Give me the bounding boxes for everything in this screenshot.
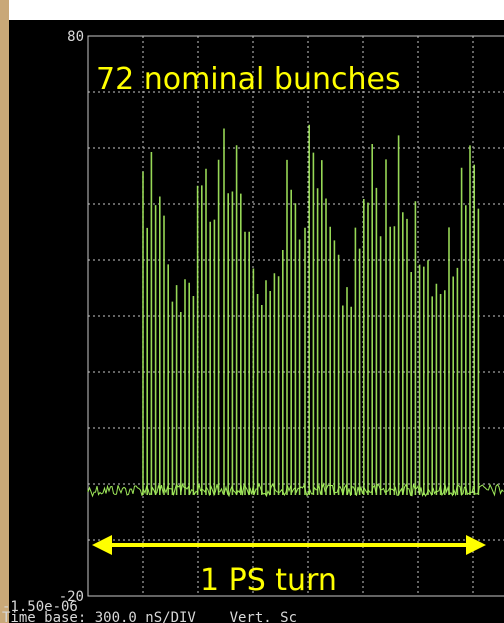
span-arrow: [92, 535, 486, 555]
annotation-span: 1 PS turn: [200, 563, 337, 598]
annotation-title: 72 nominal bunches: [96, 62, 401, 97]
left-frame: [0, 0, 9, 623]
arrow-head-left: [92, 535, 112, 555]
plot-frame: [87, 35, 504, 597]
arrow-head-right: [466, 535, 486, 555]
y-top-label: 80: [67, 29, 84, 45]
x-start-label: -1.50e-06: [2, 599, 78, 615]
top-strip: [0, 0, 504, 20]
status-line: Time base: 300.0 nS/DIV Vert. Sc: [2, 610, 297, 623]
waveform: [87, 124, 504, 498]
y-bottom-label: -20: [59, 589, 84, 605]
